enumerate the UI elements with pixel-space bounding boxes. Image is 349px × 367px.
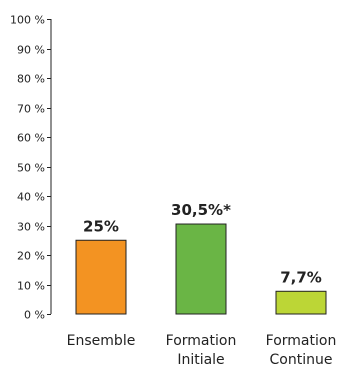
y-tick-label: 20 % — [17, 250, 45, 263]
y-tick-label: 70 % — [17, 103, 45, 116]
category-label: Formation — [266, 333, 337, 349]
y-tick-label: 90 % — [17, 44, 45, 57]
y-tick-label: 60 % — [17, 132, 45, 145]
y-tick-label: 30 % — [17, 221, 45, 234]
y-tick-label: 0 % — [24, 309, 45, 322]
data-label: 30,5%* — [171, 201, 231, 219]
category-label: Continue — [270, 352, 333, 367]
data-label: 25% — [83, 217, 119, 235]
category-label: Ensemble — [67, 333, 136, 349]
data-label: 7,7% — [280, 268, 322, 286]
bar — [75, 239, 127, 315]
labels: 25% Ensemble 30,5%* Formation Initiale 7,7% Fo… — [67, 201, 337, 367]
bar — [275, 290, 327, 315]
y-tick-label: 50 % — [17, 162, 45, 175]
y-axis-ticks: 0 % 10 % 20 % 30 % 40 % 50 % 60 % 70 % 80 % 90 % 1… — [10, 14, 51, 322]
bar — [175, 223, 227, 315]
category-label: Initiale — [177, 352, 224, 367]
y-tick-label: 100 % — [10, 14, 45, 27]
bars — [75, 223, 327, 315]
y-tick-label: 80 % — [17, 73, 45, 86]
category-label: Formation — [166, 333, 237, 349]
y-tick-label: 10 % — [17, 280, 45, 293]
y-tick-label: 40 % — [17, 191, 45, 204]
